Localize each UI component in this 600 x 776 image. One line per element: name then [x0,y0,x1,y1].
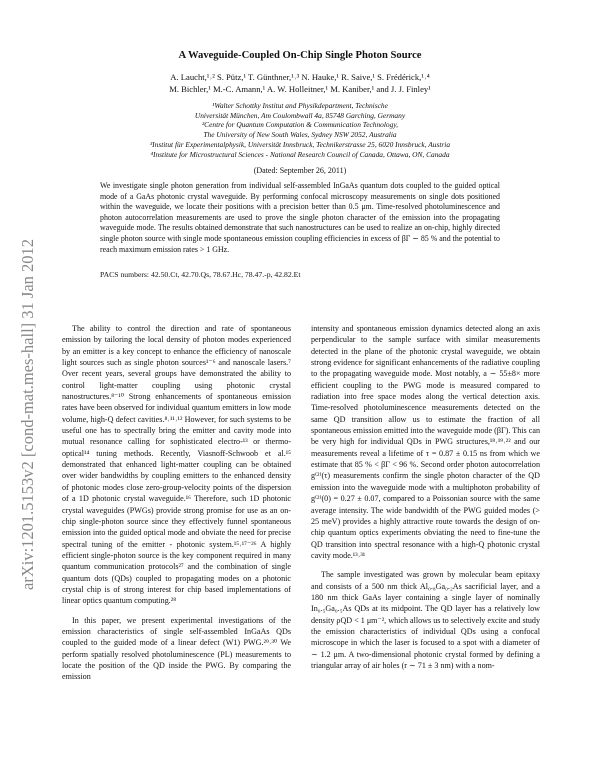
arxiv-stamp: arXiv:1201.5153v2 [cond-mat.mes-hall] 31… [18,238,37,590]
affiliation: ¹Walter Schottky Institut and Physikdepa… [212,101,388,110]
affiliation: ⁴Institute for Microstructural Sciences … [150,149,450,159]
left-column: The ability to control the direction and… [62,323,291,776]
affiliation: The University of New South Wales, Sydne… [203,130,397,140]
affiliation: Universität München, Am Coulombwall 4a, … [194,110,406,120]
authors: A. Laucht,¹˒² S. Pütz,¹ T. Günthner,¹˒³ … [170,72,430,82]
affiliations: ¹Walter Schottky Institut and Physikdepa… [60,101,540,159]
paragraph: intensity and spontaneous emission dynam… [311,324,540,560]
paragraph: The ability to control the direction and… [62,324,291,606]
dated: (Dated: September 26, 2011) [253,166,347,175]
authors: M. Bichler,¹ M.-C. Amann,¹ A. W. Holleit… [169,84,431,94]
paper-title: A Waveguide-Coupled On-Chip Single Photo… [178,50,422,61]
pacs: PACS numbers: 42.50.Ct, 42.70.Qs, 78.67.… [100,270,301,279]
right-column: intensity and spontaneous emission dynam… [311,323,540,776]
paragraph: In this paper, we present experimental i… [62,615,291,682]
affiliation: ²Centre for Quantum Computation & Commun… [201,120,399,130]
paragraph: The sample investigated was grown by mol… [311,570,540,670]
abstract: We investigate single photon generation … [100,181,500,254]
affiliation: ³Institut für Experimentalphysik, Univer… [149,139,451,149]
